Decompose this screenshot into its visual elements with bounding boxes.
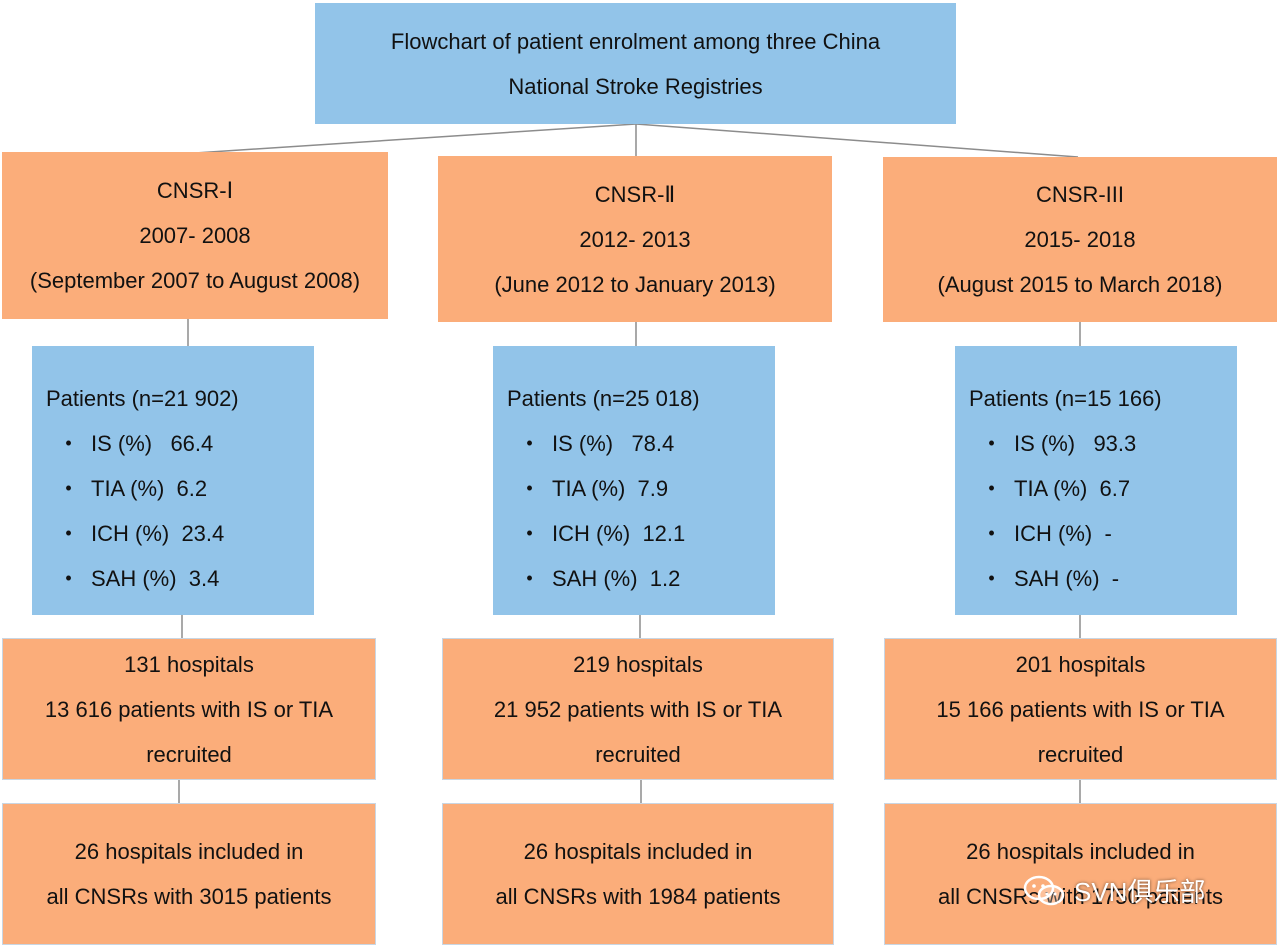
stat-item-ich: • ICH (%) - xyxy=(969,511,1237,556)
bullet-icon: • xyxy=(65,568,72,588)
bullet-icon: • xyxy=(988,433,995,453)
stat-text: ICH (%) 23.4 xyxy=(91,521,225,546)
bullet-icon: • xyxy=(988,523,995,543)
recruited-line-1: 13 616 patients with IS or TIA xyxy=(44,696,334,722)
stat-item-ich: • ICH (%) 23.4 xyxy=(46,511,314,556)
patients-count: Patients (n=15 166) xyxy=(969,386,1162,411)
recruited-line-1: 21 952 patients with IS or TIA xyxy=(493,696,783,722)
hospitals-box-cnsr-3: 201 hospitals 15 166 patients with IS or… xyxy=(884,638,1277,780)
stat-item-sah: • SAH (%) - xyxy=(969,556,1237,601)
included-line-1: 26 hospitals included in xyxy=(523,839,753,864)
hospitals-count: 219 hospitals xyxy=(573,651,703,677)
stat-text: IS (%) 66.4 xyxy=(91,431,214,456)
stat-text: ICH (%) - xyxy=(1014,521,1112,546)
flowchart-title-box: Flowchart of patient enrolment among thr… xyxy=(315,3,956,124)
patients-count: Patients (n=25 018) xyxy=(507,386,700,411)
stat-item-sah: • SAH (%) 1.2 xyxy=(507,556,775,601)
recruited-line-2: recruited xyxy=(595,741,681,767)
recruited-line-2: recruited xyxy=(1037,741,1124,767)
registry-years: 2012- 2013 xyxy=(579,226,691,252)
stat-text: IS (%) 93.3 xyxy=(1014,431,1137,456)
stat-text: SAH (%) 3.4 xyxy=(91,566,220,591)
stat-item-tia: • TIA (%) 7.9 xyxy=(507,466,775,511)
stat-item-sah: • SAH (%) 3.4 xyxy=(46,556,314,601)
bullet-icon: • xyxy=(526,478,533,498)
bullet-icon: • xyxy=(526,433,533,453)
watermark-text: SVN俱乐部 xyxy=(1074,877,1206,907)
stat-text: TIA (%) 6.2 xyxy=(91,476,208,501)
included-line-2: all CNSRs with 3015 patients xyxy=(46,884,332,909)
included-line-1: 26 hospitals included in xyxy=(966,839,1195,864)
recruited-line-1: 15 166 patients with IS or TIA xyxy=(936,696,1225,722)
registry-period: (August 2015 to March 2018) xyxy=(937,272,1223,297)
bullet-icon: • xyxy=(988,478,995,498)
watermark: SVN俱乐部 xyxy=(1022,872,1205,909)
registry-period: (June 2012 to January 2013) xyxy=(494,271,776,297)
registry-period: (September 2007 to August 2008) xyxy=(29,268,361,293)
stat-item-is: • IS (%) 78.4 xyxy=(507,421,775,466)
stat-item-is: • IS (%) 93.3 xyxy=(969,421,1237,466)
hospitals-count: 131 hospitals xyxy=(124,651,254,677)
hospitals-box-cnsr-2: 219 hospitals 21 952 patients with IS or… xyxy=(442,638,834,780)
stat-text: SAH (%) 1.2 xyxy=(552,566,681,591)
patients-box-cnsr-2: Patients (n=25 018) • IS (%) 78.4 • TIA (%… xyxy=(493,346,775,615)
registry-name: CNSR-Ⅰ xyxy=(156,178,234,203)
registry-years: 2007- 2008 xyxy=(139,223,251,248)
stat-text: TIA (%) 6.7 xyxy=(1014,476,1131,501)
registry-name: CNSR-Ⅱ xyxy=(594,181,676,207)
bullet-icon: • xyxy=(65,523,72,543)
patients-count: Patients (n=21 902) xyxy=(46,386,239,411)
stat-text: ICH (%) 12.1 xyxy=(552,521,686,546)
included-line-2: all CNSRs with 1750 patients xyxy=(938,884,1223,909)
included-box-cnsr-3: 26 hospitals included in all CNSRs with … xyxy=(884,803,1277,945)
title-line-2: National Stroke Registries xyxy=(508,73,763,99)
registry-years: 2015- 2018 xyxy=(1024,227,1136,252)
registry-name: CNSR-III xyxy=(1036,182,1124,207)
patients-box-cnsr-3: Patients (n=15 166) • IS (%) 93.3 • TIA (%… xyxy=(955,346,1237,615)
bullet-icon: • xyxy=(65,433,72,453)
stat-item-is: • IS (%) 66.4 xyxy=(46,421,314,466)
included-line-2: all CNSRs with 1984 patients xyxy=(495,884,781,909)
registry-box-cnsr-1: CNSR-Ⅰ 2007- 2008 (September 2007 to Aug… xyxy=(2,152,388,319)
recruited-line-2: recruited xyxy=(146,741,232,767)
included-box-cnsr-2: 26 hospitals included in all CNSRs with … xyxy=(442,803,834,945)
hospitals-count: 201 hospitals xyxy=(1015,651,1146,677)
bullet-icon: • xyxy=(526,523,533,543)
included-line-1: 26 hospitals included in xyxy=(74,839,304,864)
title-line-1: Flowchart of patient enrolment among thr… xyxy=(390,28,881,54)
stat-item-ich: • ICH (%) 12.1 xyxy=(507,511,775,556)
bullet-icon: • xyxy=(526,568,533,588)
patients-box-cnsr-1: Patients (n=21 902) • IS (%) 66.4 • TIA (%… xyxy=(32,346,314,615)
bullet-icon: • xyxy=(65,478,72,498)
registry-box-cnsr-3: CNSR-III 2015- 2018 (August 2015 to Marc… xyxy=(883,157,1277,322)
hospitals-box-cnsr-1: 131 hospitals 13 616 patients with IS or… xyxy=(2,638,376,780)
included-box-cnsr-1: 26 hospitals included in all CNSRs with … xyxy=(2,803,376,945)
wechat-icon xyxy=(1023,875,1065,905)
stat-item-tia: • TIA (%) 6.7 xyxy=(969,466,1237,511)
bullet-icon: • xyxy=(988,568,995,588)
stat-item-tia: • TIA (%) 6.2 xyxy=(46,466,314,511)
stat-text: IS (%) 78.4 xyxy=(552,431,675,456)
stat-text: SAH (%) - xyxy=(1014,566,1120,591)
stat-text: TIA (%) 7.9 xyxy=(552,476,669,501)
registry-box-cnsr-2: CNSR-Ⅱ 2012- 2013 (June 2012 to January … xyxy=(438,156,832,322)
